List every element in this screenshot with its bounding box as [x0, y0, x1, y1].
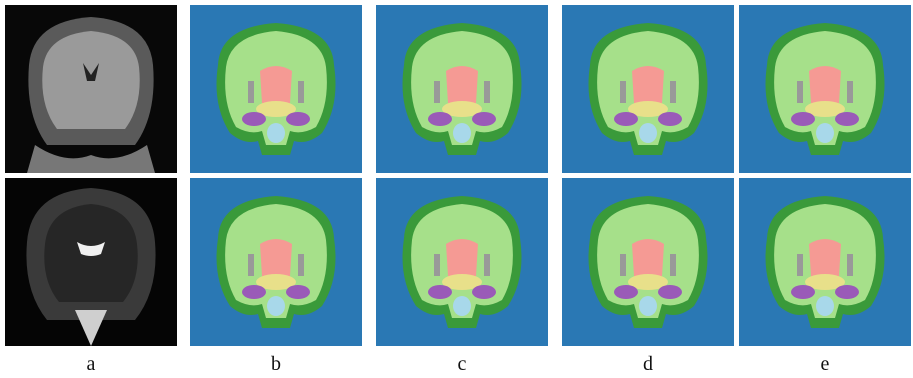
panel-label: e — [821, 353, 830, 375]
t2-image — [5, 178, 177, 346]
segmentation — [376, 178, 548, 346]
segmentation — [190, 178, 362, 346]
segmentation — [562, 5, 734, 173]
panel-label: a — [87, 353, 96, 375]
segmentation — [376, 5, 548, 173]
images — [5, 5, 911, 346]
segmentation — [562, 178, 734, 346]
panel-label: c — [458, 353, 467, 375]
t1-image — [5, 5, 177, 173]
segmentation — [739, 5, 911, 173]
segmentation — [739, 178, 911, 346]
segmentation — [190, 5, 362, 173]
panel-label: d — [643, 353, 653, 375]
panel-label: b — [271, 353, 281, 375]
